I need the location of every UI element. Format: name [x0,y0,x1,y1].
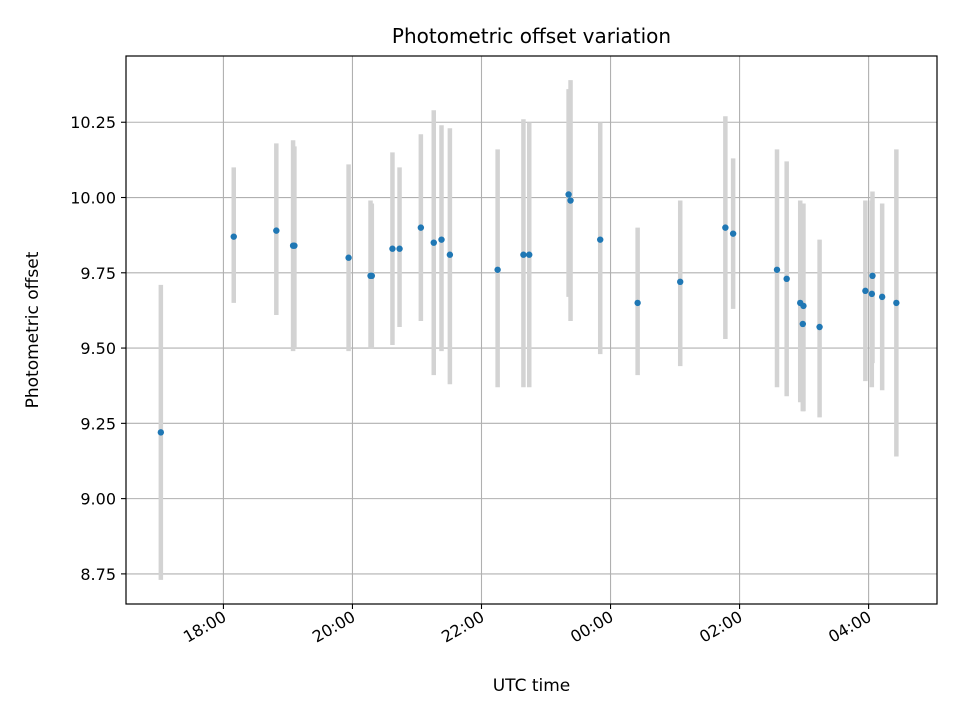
data-point [368,272,376,280]
data-point [862,287,869,295]
y-tick-label: 9.25 [80,414,116,433]
data-point [396,245,403,252]
data-point [878,293,886,301]
data-point [291,242,298,249]
data-point [567,197,574,204]
data-point [597,236,604,243]
data-point [157,429,165,436]
data-point [799,320,807,328]
data-point [446,251,454,258]
data-point [430,239,437,246]
y-tick-label: 8.75 [80,565,116,584]
data-point [773,266,781,273]
chart-title: Photometric offset variation [392,24,671,48]
y-tick-label: 9.50 [80,339,116,358]
data-point [634,299,641,307]
data-point [520,251,527,258]
y-axis-label: Photometric offset [23,251,43,408]
plot-frame [125,55,938,605]
data-point [345,254,352,261]
data-point [816,323,823,331]
y-tick-label: 9.75 [80,264,116,283]
data-point [526,251,533,258]
data-point [230,233,237,240]
y-axis-ticks: 8.75 9.00 9.25 9.50 9.75 10.00 10.25 [70,113,126,584]
data-point [417,224,425,231]
data-point [893,299,900,307]
data-point [438,236,445,243]
data-point [273,227,280,234]
data-point [389,245,396,252]
data-point [783,275,790,283]
x-axis-label: UTC time [493,676,571,696]
y-tick-label: 10.00 [70,189,116,208]
data-point [565,191,572,198]
data-point [800,302,807,310]
data-point [494,266,501,273]
data-point [869,272,876,280]
data-point [677,278,684,286]
data-point [868,290,876,298]
data-points [157,191,900,436]
data-point [729,230,737,237]
data-point [722,224,729,231]
y-tick-label: 10.25 [70,113,116,132]
y-tick-label: 9.00 [80,490,116,509]
